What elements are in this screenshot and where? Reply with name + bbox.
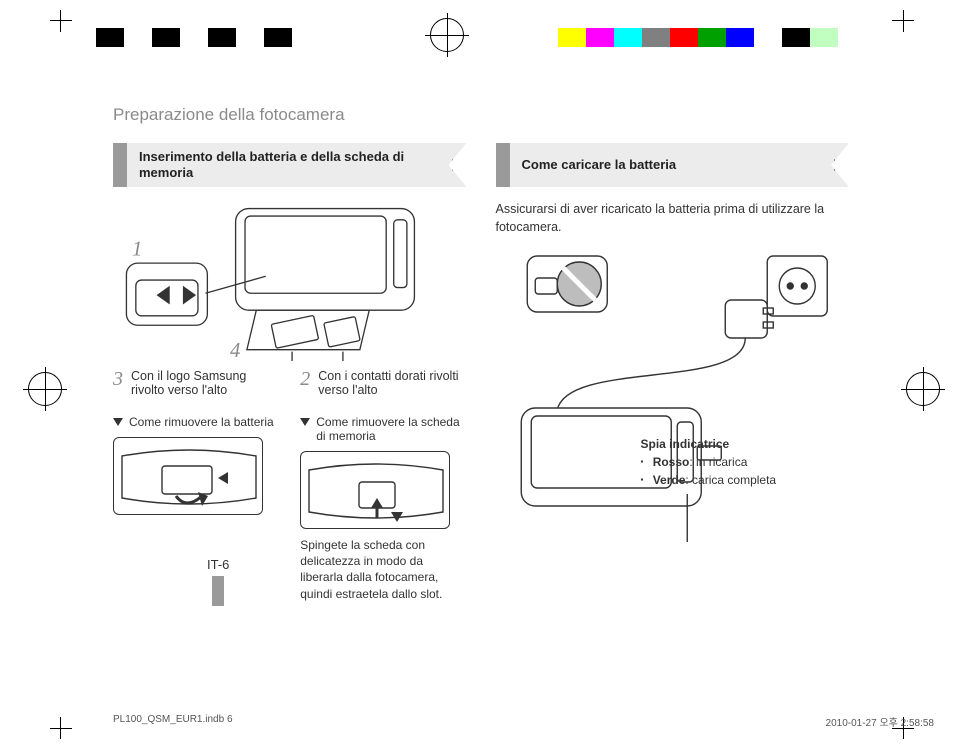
remove-card-illustration [300,451,450,529]
remove-card-block: Come rimuovere la scheda di memoria [300,415,465,602]
registration-mark-icon [28,372,62,406]
page-title: Preparazione della fotocamera [113,105,848,125]
section-heading: Inserimento della batteria e della sched… [113,143,466,187]
crop-mark-icon [892,10,914,32]
footer-file: PL100_QSM_EUR1.indb 6 [113,714,233,729]
section-insert-battery-card: Inserimento della batteria e della sched… [113,143,466,602]
charge-intro-text: Assicurarsi di aver ricaricato la batter… [496,201,849,236]
registration-mark-icon [430,18,464,52]
camera-insert-diagram: 1 4 [113,201,466,361]
indicator-legend: Spia indicatrice Rosso: in ricarica Verd… [641,435,777,489]
print-footer: PL100_QSM_EUR1.indb 6 2010-01-27 오후 2:58… [113,714,934,729]
remove-card-caption: Spingete la scheda con delicatezza in mo… [300,537,465,602]
section-heading: Come caricare la batteria [496,143,849,187]
step-3: 3 Con il logo Samsung rivolto verso l'al… [113,369,278,397]
triangle-down-icon [113,418,123,426]
step-number: 1 [132,239,142,261]
remove-battery-illustration [113,437,263,515]
remove-battery-block: Come rimuovere la batteria [113,415,278,602]
crop-mark-icon [50,717,72,739]
print-color-bars [0,24,954,56]
legend-item-red: Rosso: in ricarica [641,453,777,471]
crop-mark-icon [50,10,72,32]
manual-page: Preparazione della fotocamera Inseriment… [113,105,848,665]
step-2: 2 Con i contatti dorati rivolti verso l'… [300,369,465,397]
legend-item-green: Verde: carica completa [641,471,777,489]
step-number: 4 [230,340,240,361]
section-charge-battery: Come caricare la batteria Assicurarsi di… [496,143,849,602]
step-labels-row: 3 Con il logo Samsung rivolto verso l'al… [113,369,466,397]
heading-text: Come caricare la batteria [522,157,677,173]
heading-text: Inserimento della batteria e della sched… [139,149,454,182]
triangle-down-icon [300,418,310,426]
page-number: IT-6 [207,557,229,606]
footer-timestamp: 2010-01-27 오후 2:58:58 [826,714,934,729]
registration-mark-icon [906,372,940,406]
